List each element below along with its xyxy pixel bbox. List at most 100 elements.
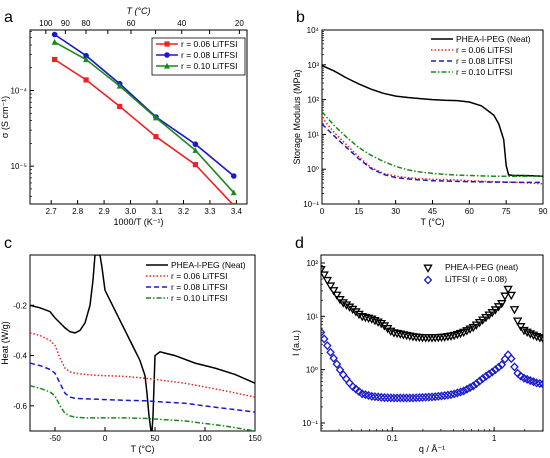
data-point	[116, 82, 123, 89]
data-point	[230, 173, 237, 179]
data-point	[383, 393, 392, 403]
data-point	[538, 335, 543, 344]
data-point	[52, 56, 58, 63]
data-point	[363, 314, 374, 324]
y-tick-label: 10⁻¹	[302, 419, 318, 428]
data-point	[83, 56, 90, 63]
data-point	[380, 392, 389, 403]
x-tick-label: 1	[492, 434, 497, 443]
legend-marker	[164, 62, 170, 69]
data-point	[395, 330, 405, 339]
data-point	[471, 321, 482, 330]
data-point	[494, 362, 503, 372]
data-point	[506, 354, 516, 364]
x-tick-label: 3.3	[204, 207, 216, 216]
data-point	[434, 391, 443, 401]
legend-label: r = 0.08 LiTFSI	[456, 56, 512, 66]
data-point	[424, 392, 434, 402]
x-tick-label: 75	[502, 207, 511, 216]
data-point	[152, 114, 159, 121]
x-tick-label: 15	[354, 207, 363, 216]
data-point	[321, 265, 326, 275]
data-point	[335, 365, 345, 375]
data-point	[510, 362, 519, 372]
x-tick-label: 3.1	[151, 207, 163, 216]
data-point	[500, 292, 510, 301]
panel-d: 0.1 1 10⁻¹ 10⁰ 10¹ 10² q / Å⁻¹ I (a.u.) d PHEA-l-…	[291, 235, 544, 454]
series-group	[321, 265, 543, 403]
data-point	[538, 379, 543, 389]
legend-marker	[164, 41, 170, 47]
data-point	[522, 328, 532, 337]
data-point	[418, 392, 427, 402]
data-point	[415, 393, 424, 403]
data-point	[357, 313, 367, 322]
data-point	[446, 390, 456, 400]
data-point	[398, 331, 409, 340]
data-point	[360, 313, 371, 323]
data-point	[326, 347, 335, 357]
legend-label: PHEA-l-PEG (Neat)	[456, 34, 531, 44]
x-tick-label: 30	[391, 207, 400, 216]
data-point	[487, 309, 497, 318]
series-line	[322, 123, 543, 184]
data-point	[399, 393, 408, 403]
data-point	[487, 367, 497, 377]
y-axis-label: Heat (W/g)	[0, 321, 10, 365]
y-tick-label: 10⁰	[307, 165, 319, 174]
data-point	[231, 202, 237, 204]
data-point	[437, 391, 446, 401]
series-group	[51, 31, 237, 204]
data-point	[490, 306, 501, 315]
x-axis-label: 1000/T (K⁻¹)	[113, 217, 163, 227]
data-point	[395, 393, 405, 403]
data-point	[497, 360, 507, 370]
legend-label: r = 0.10 LiTFSI	[456, 67, 512, 77]
data-point	[230, 189, 237, 196]
panel-label: a	[4, 9, 13, 26]
y-tick-label: 10²	[307, 96, 319, 105]
x-tick-label: 150	[248, 434, 262, 443]
x-tick-label: 2.8	[72, 207, 84, 216]
data-point	[83, 52, 89, 59]
series-group	[322, 64, 543, 185]
data-point	[468, 381, 478, 391]
plot-frame	[29, 254, 256, 432]
data-point	[367, 391, 377, 401]
y-tick-label: 10¹	[307, 130, 319, 139]
data-point	[421, 392, 430, 402]
top-tick-label: 80	[82, 19, 91, 28]
legend-marker	[423, 264, 433, 273]
series-line	[30, 362, 255, 413]
data-point	[367, 315, 377, 324]
x-tick-label: 2.9	[99, 207, 111, 216]
x-axis-label: T (°C)	[421, 217, 445, 227]
data-point	[519, 326, 529, 336]
data-point	[192, 147, 199, 153]
data-point	[192, 141, 199, 148]
top-axis-label: T (°C)	[126, 6, 150, 16]
data-point	[491, 365, 500, 375]
data-point	[402, 393, 411, 403]
legend-marker	[423, 275, 433, 285]
data-point	[506, 291, 516, 301]
data-point	[192, 162, 198, 168]
series-group	[30, 255, 255, 431]
data-point	[321, 334, 329, 344]
x-tick-label: 45	[428, 207, 437, 216]
data-point	[484, 311, 494, 320]
data-point	[328, 287, 339, 296]
panel-b: 0 15 30 45 60 75 90 10⁻¹ 10⁰ 10¹ 10² 10³ 10⁴ T (°C) St…	[292, 9, 548, 227]
panel-label: d	[295, 235, 304, 252]
data-point	[153, 134, 159, 140]
data-point	[509, 306, 520, 315]
x-tick-label: 90	[539, 207, 548, 216]
top-tick-label: 60	[127, 19, 136, 28]
y-tick-label: 10⁻⁴	[10, 87, 27, 96]
legend-label: r = 0.06 LiTFSI	[181, 39, 237, 49]
series-line	[54, 41, 235, 194]
data-point	[512, 317, 523, 326]
data-point	[325, 282, 336, 291]
x-tick-label: 50	[151, 434, 160, 443]
